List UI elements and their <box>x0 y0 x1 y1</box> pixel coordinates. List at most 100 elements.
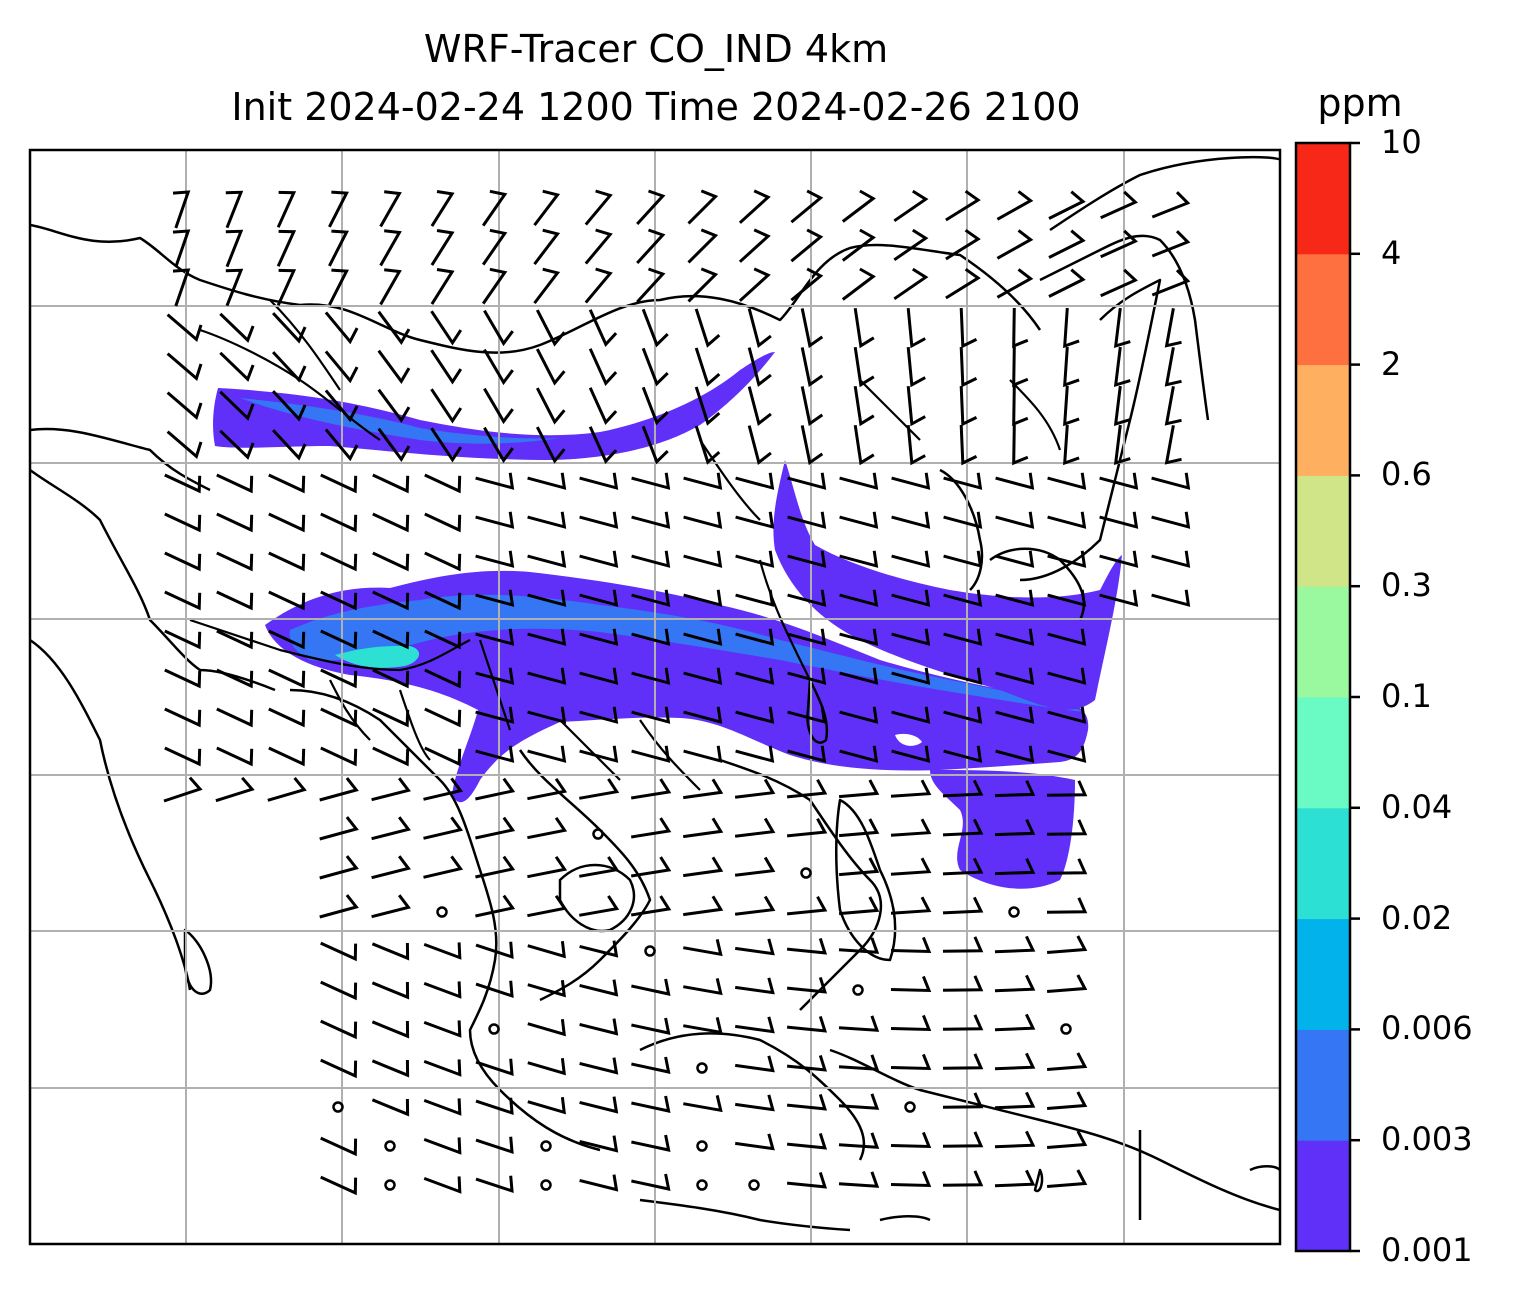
wind-barb <box>268 512 306 533</box>
wind-barb <box>786 1171 828 1189</box>
wind-barb <box>853 346 875 388</box>
wind-barb <box>945 228 981 261</box>
tracer-plume-layer <box>213 352 1122 889</box>
wind-barb <box>424 473 462 494</box>
wind-barb <box>942 1131 984 1148</box>
wind-barb <box>430 268 455 305</box>
wind-barb <box>734 1055 775 1073</box>
wind-barb <box>371 1020 410 1039</box>
wind-barb <box>423 1137 462 1155</box>
wind-barb <box>787 550 827 568</box>
wind-barb <box>636 228 666 265</box>
wind-barb <box>891 667 931 685</box>
wind-barb <box>166 313 203 343</box>
wind-barb <box>1151 230 1191 258</box>
wind-barb <box>579 1018 619 1036</box>
wind-barb <box>682 895 724 917</box>
wind-barb <box>579 550 619 568</box>
wind-barb <box>631 1017 671 1035</box>
wind-barb <box>1046 819 1088 836</box>
wind-barb <box>324 350 359 384</box>
wind-barb <box>994 1091 1036 1110</box>
wind-barb <box>942 1092 984 1109</box>
wind-barb <box>1012 385 1029 427</box>
wind-barb <box>735 550 775 568</box>
wind-barb <box>166 391 203 421</box>
wind-barb <box>1048 229 1086 259</box>
wind-barb <box>641 308 669 348</box>
wind-barb <box>683 706 723 724</box>
wind-barb <box>890 818 932 837</box>
wind-barb <box>995 550 1035 568</box>
wind-barb <box>631 1173 671 1191</box>
wind-barb <box>630 856 672 878</box>
wind-barb <box>890 936 932 954</box>
wind-barb <box>475 472 515 490</box>
wind-barb <box>1151 550 1191 568</box>
wind-barb <box>906 346 926 388</box>
wind-barb <box>890 1170 932 1188</box>
wind-barb <box>943 550 983 568</box>
wind-barb <box>636 189 666 226</box>
wind-barb <box>891 472 931 490</box>
wind-barb <box>959 385 978 427</box>
wind-barb <box>424 668 462 689</box>
wind-barb <box>841 189 876 223</box>
wind-barb <box>272 351 307 383</box>
wind-barb <box>1047 706 1087 724</box>
colorbar-segment <box>1296 586 1350 698</box>
wind-barb <box>371 1098 410 1117</box>
wind-barb <box>424 590 462 611</box>
plume-main-hotspot <box>335 645 420 668</box>
wind-barb <box>636 267 666 304</box>
wind-barb <box>1046 1169 1088 1188</box>
wind-barb <box>1046 858 1088 875</box>
wind-barb <box>172 268 191 307</box>
wind-barb <box>943 706 983 724</box>
plume-north <box>213 352 776 460</box>
colorbar <box>1294 141 1360 1253</box>
wind-barb <box>527 745 567 763</box>
wind-barb <box>790 228 824 263</box>
wind-barb <box>423 855 464 879</box>
wind-barb <box>164 512 202 533</box>
wind-barb <box>631 628 671 646</box>
wind-calm-marker <box>592 828 604 840</box>
wind-barb <box>483 309 514 347</box>
wind-barb <box>588 426 618 464</box>
wind-barb <box>579 667 619 685</box>
wind-barb <box>994 935 1036 954</box>
wind-barb <box>890 896 932 915</box>
wind-barb <box>735 511 775 529</box>
wind-barb <box>579 1096 619 1114</box>
wind-barb <box>786 937 828 955</box>
wind-barb <box>1099 511 1139 529</box>
wind-barb <box>945 189 981 222</box>
wind-barb <box>535 387 566 425</box>
wind-barb <box>893 267 929 301</box>
wind-barb <box>838 779 880 799</box>
wind-barb <box>579 628 619 646</box>
wind-barb <box>379 229 402 267</box>
wind-barb <box>535 348 566 386</box>
wind-barb <box>839 667 879 685</box>
wind-barb <box>319 816 359 841</box>
wind-barb <box>164 590 202 611</box>
wind-barb <box>1063 385 1080 427</box>
colorbar-tick-label: 2 <box>1381 344 1402 383</box>
wind-barb <box>219 312 255 343</box>
colorbar-unit-label: ppm <box>1317 81 1403 125</box>
wind-barb <box>631 1056 671 1074</box>
wind-barb <box>579 1135 619 1153</box>
wind-barb <box>838 896 880 916</box>
wind-barb <box>1113 424 1131 465</box>
wind-barb <box>328 229 349 267</box>
wind-barb <box>483 348 514 386</box>
wind-barb <box>423 1020 462 1038</box>
wind-barb <box>735 589 775 607</box>
wind-barb <box>734 856 776 877</box>
colorbar-segment <box>1296 364 1350 476</box>
wind-barb <box>841 267 876 301</box>
wind-barb <box>995 667 1035 685</box>
wind-barb <box>786 778 828 799</box>
